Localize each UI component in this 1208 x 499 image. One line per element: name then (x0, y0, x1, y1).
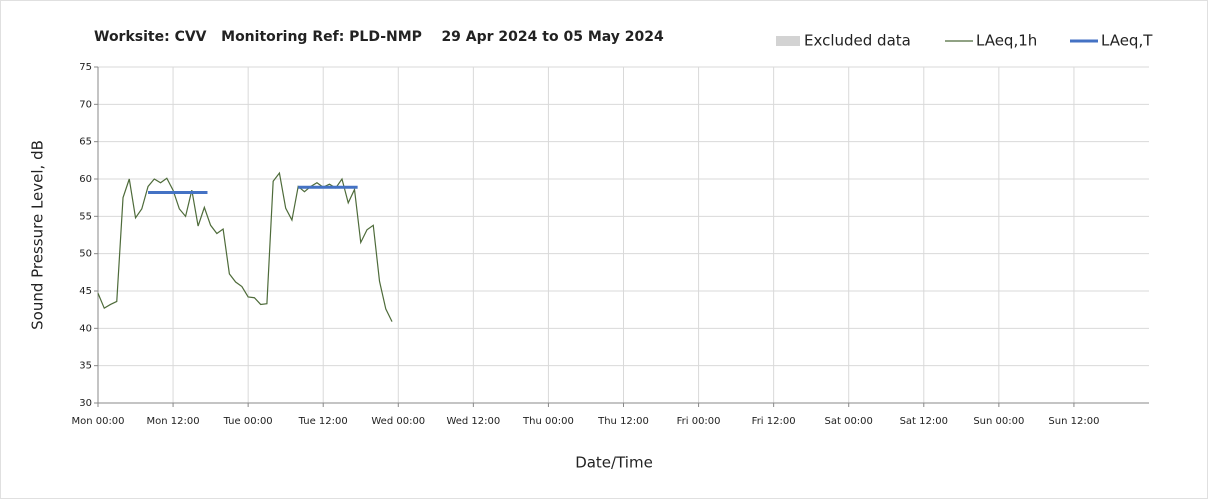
x-tick-label: Thu 00:00 (522, 416, 574, 427)
x-tick-label: Wed 00:00 (371, 416, 425, 427)
y-tick-label: 55 (79, 211, 92, 222)
x-tick-label: Sat 12:00 (900, 416, 948, 427)
x-tick-label: Thu 12:00 (597, 416, 649, 427)
x-tick-label: Tue 12:00 (298, 416, 348, 427)
y-tick-label: 65 (79, 137, 92, 148)
legend-label: LAeq,1h (976, 32, 1037, 50)
y-tick-label: 45 (79, 286, 92, 297)
y-tick-label: 75 (79, 62, 92, 73)
x-tick-label: Sat 00:00 (825, 416, 873, 427)
x-tick-label: Mon 00:00 (71, 416, 124, 427)
x-tick-label: Fri 00:00 (677, 416, 721, 427)
x-tick-label: Wed 12:00 (446, 416, 500, 427)
y-tick-label: 70 (79, 99, 92, 110)
x-tick-label: Fri 12:00 (752, 416, 796, 427)
y-tick-label: 30 (79, 398, 92, 409)
y-axis-label: Sound Pressure Level, dB (29, 140, 47, 330)
x-tick-label: Tue 00:00 (223, 416, 273, 427)
x-axis-label: Date/Time (575, 454, 653, 472)
legend-swatch (776, 36, 800, 46)
series-line (148, 185, 358, 194)
legend-label: Excluded data (804, 32, 911, 50)
y-tick-label: 35 (79, 361, 92, 372)
x-tick-label: Sun 12:00 (1048, 416, 1099, 427)
legend-label: LAeq,T (1101, 32, 1153, 50)
x-tick-label: Sun 00:00 (973, 416, 1024, 427)
series-line (97, 171, 393, 322)
y-tick-label: 40 (79, 323, 92, 334)
y-tick-label: 60 (79, 174, 92, 185)
y-tick-label: 50 (79, 249, 92, 260)
chart-title: Worksite: CVV Monitoring Ref: PLD-NMP 29… (94, 29, 664, 45)
x-tick-label: Mon 12:00 (147, 416, 200, 427)
